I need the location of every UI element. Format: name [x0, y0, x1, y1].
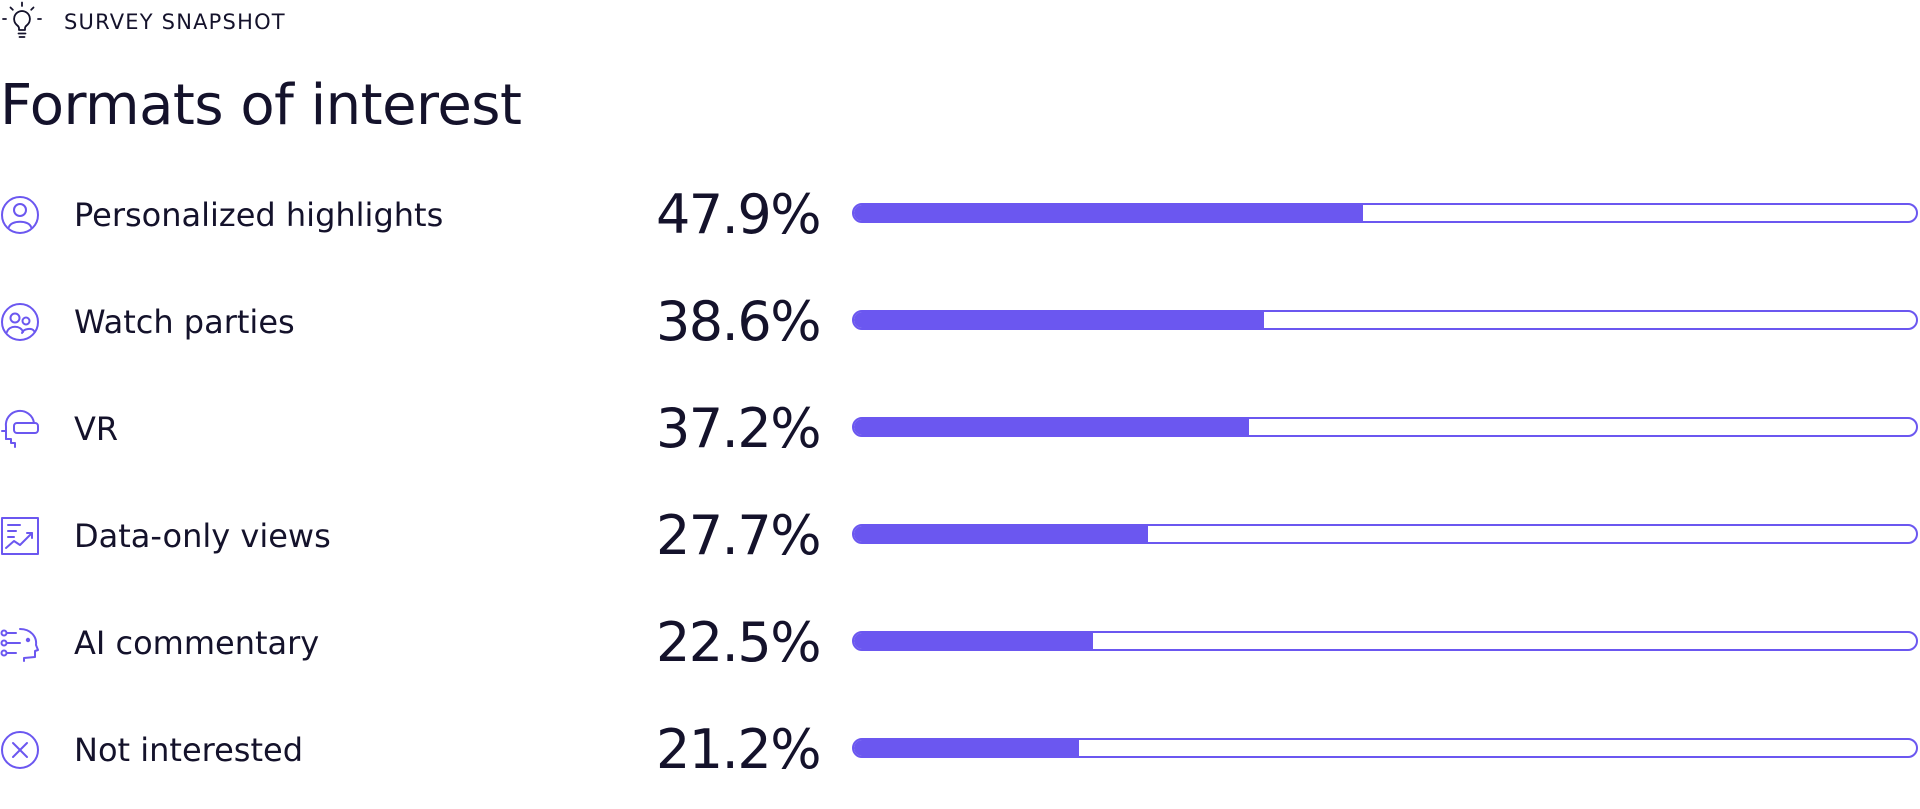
- group-circle-icon: [0, 302, 40, 342]
- chart-row: Not interested 21.2%: [0, 710, 1920, 790]
- person-circle-icon: [0, 195, 40, 235]
- value-label: 21.2%: [655, 718, 822, 781]
- category-label: AI commentary: [74, 624, 320, 662]
- bar-track: [852, 310, 1918, 330]
- bar-fill: [854, 633, 1093, 649]
- bar-fill: [854, 526, 1149, 542]
- bar-fill: [854, 740, 1080, 756]
- chart-row: Data-only views 27.7%: [0, 496, 1920, 576]
- bar-fill: [854, 419, 1250, 435]
- bar-track: [852, 417, 1918, 437]
- eyebrow: SURVEY SNAPSHOT: [0, 0, 286, 44]
- chart-row: Personalized highlights 47.9%: [0, 175, 1920, 255]
- value-label: 27.7%: [655, 504, 822, 567]
- bar-fill: [854, 312, 1264, 328]
- eyebrow-label: SURVEY SNAPSHOT: [64, 10, 286, 34]
- bar-fill: [854, 205, 1363, 221]
- bar-track: [852, 738, 1918, 758]
- chart-row: Watch parties 38.6%: [0, 282, 1920, 362]
- value-label: 47.9%: [655, 183, 822, 246]
- bar-track: [852, 203, 1918, 223]
- x-circle-icon: [0, 730, 40, 770]
- chart-document-icon: [0, 516, 40, 556]
- value-label: 38.6%: [655, 290, 822, 353]
- bar-track: [852, 631, 1918, 651]
- ai-head-icon: [0, 623, 40, 663]
- page-title: Formats of interest: [0, 73, 522, 138]
- value-label: 22.5%: [655, 611, 822, 674]
- lightbulb-icon: [2, 1, 42, 38]
- vr-headset-icon: [0, 409, 40, 449]
- value-label: 37.2%: [655, 397, 822, 460]
- chart-row: AI commentary 22.5%: [0, 603, 1920, 683]
- category-label: Watch parties: [74, 303, 295, 341]
- category-label: Personalized highlights: [74, 196, 444, 234]
- category-label: VR: [74, 410, 119, 448]
- bar-track: [852, 524, 1918, 544]
- category-label: Not interested: [74, 731, 303, 769]
- category-label: Data-only views: [74, 517, 331, 555]
- chart-row: VR 37.2%: [0, 389, 1920, 469]
